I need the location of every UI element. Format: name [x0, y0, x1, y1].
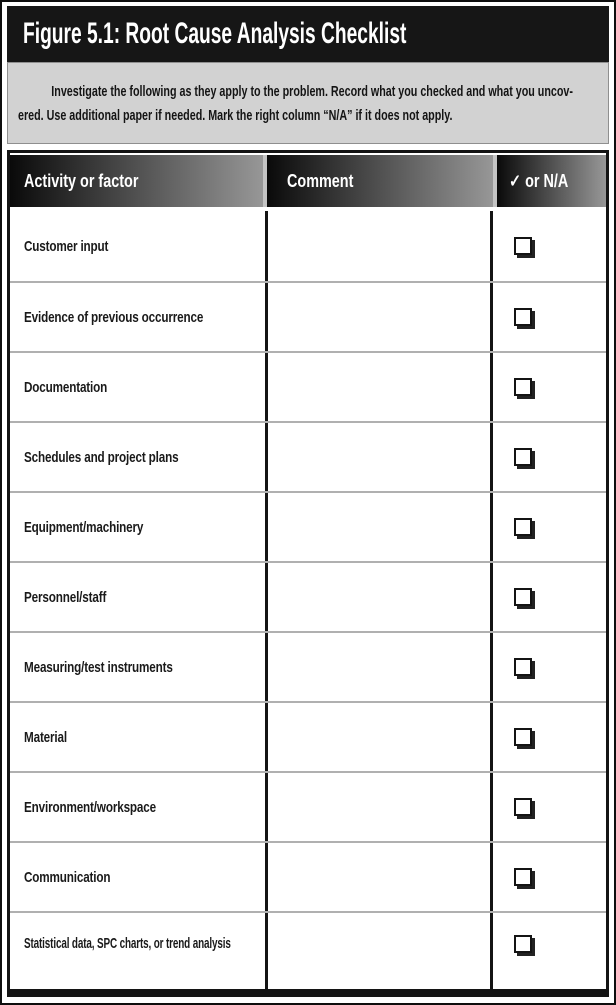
table-row: Material — [10, 701, 606, 771]
checkbox-unchecked-icon[interactable] — [514, 588, 532, 606]
comment-cell — [265, 283, 493, 351]
header-activity-label: Activity or factor — [24, 170, 139, 191]
comment-cell — [265, 563, 493, 631]
comment-cell — [265, 703, 493, 771]
activity-label: Measuring/test instruments — [24, 658, 173, 676]
activity-cell: Customer input — [10, 211, 265, 281]
activity-cell: Measuring/test instruments — [10, 633, 265, 701]
table-row: Documentation — [10, 351, 606, 421]
activity-cell: Personnel/staff — [10, 563, 265, 631]
checkbox-unchecked-icon[interactable] — [514, 237, 532, 255]
checkbox-unchecked-icon[interactable] — [514, 518, 532, 536]
activity-cell: Evidence of previous occurrence — [10, 283, 265, 351]
activity-label: Equipment/machinery — [24, 518, 144, 536]
activity-label: Schedules and project plans — [24, 448, 179, 466]
check-cell — [493, 211, 606, 281]
activity-label: Communication — [24, 868, 111, 886]
checkbox-unchecked-icon[interactable] — [514, 448, 532, 466]
check-cell — [493, 703, 606, 771]
comment-cell — [265, 423, 493, 491]
checkbox-unchecked-icon[interactable] — [514, 658, 532, 676]
check-cell — [493, 913, 606, 989]
activity-label: Customer input — [24, 237, 109, 255]
header-check-or-na: ✓ or N/A — [497, 155, 606, 207]
header-activity-or-factor: Activity or factor — [10, 155, 263, 207]
checklist-table: Activity or factor Comment ✓ or N/A Cust… — [7, 150, 609, 997]
activity-cell: Material — [10, 703, 265, 771]
check-cell — [493, 843, 606, 911]
figure-title-bar: Figure 5.1: Root Cause Analysis Checklis… — [7, 6, 609, 62]
check-cell — [493, 283, 606, 351]
table-row: Environment/workspace — [10, 771, 606, 841]
instruction-box: Investigate the following as they apply … — [7, 62, 609, 144]
activity-label: Statistical data, SPC charts, or trend a… — [24, 935, 231, 952]
figure-title: Figure 5.1: Root Cause Analysis Checklis… — [23, 17, 407, 50]
comment-cell — [265, 493, 493, 561]
checkbox-unchecked-icon[interactable] — [514, 935, 532, 953]
table-row: Measuring/test instruments — [10, 631, 606, 701]
table-row: Evidence of previous occurrence — [10, 281, 606, 351]
activity-cell: Equipment/machinery — [10, 493, 265, 561]
comment-cell — [265, 353, 493, 421]
comment-cell — [265, 843, 493, 911]
instruction-line-2: ered. Use additional paper if needed. Ma… — [18, 108, 453, 124]
activity-cell: Communication — [10, 843, 265, 911]
activity-label: Material — [24, 728, 67, 746]
header-check-label: ✓ or N/A — [509, 170, 569, 191]
comment-cell — [265, 773, 493, 841]
check-cell — [493, 773, 606, 841]
comment-cell — [265, 633, 493, 701]
header-comment-label: Comment — [287, 170, 354, 191]
checkbox-unchecked-icon[interactable] — [514, 798, 532, 816]
activity-cell: Documentation — [10, 353, 265, 421]
table-row: Personnel/staff — [10, 561, 606, 631]
check-cell — [493, 633, 606, 701]
table-body: Customer input Evidence of previous occu… — [10, 211, 606, 989]
check-cell — [493, 353, 606, 421]
activity-label: Personnel/staff — [24, 588, 107, 606]
checkbox-unchecked-icon[interactable] — [514, 378, 532, 396]
header-comment: Comment — [267, 155, 493, 207]
table-row: Equipment/machinery — [10, 491, 606, 561]
instruction-line-1: Investigate the following as they apply … — [51, 84, 573, 100]
table-row: Communication — [10, 841, 606, 911]
check-cell — [493, 563, 606, 631]
comment-cell — [265, 211, 493, 281]
comment-cell — [265, 913, 493, 989]
check-cell — [493, 423, 606, 491]
activity-label: Documentation — [24, 378, 108, 396]
activity-cell: Environment/workspace — [10, 773, 265, 841]
table-row: Customer input — [10, 211, 606, 281]
table-row: Statistical data, SPC charts, or trend a… — [10, 911, 606, 989]
activity-label: Environment/workspace — [24, 798, 156, 816]
check-cell — [493, 493, 606, 561]
table-header-row: Activity or factor Comment ✓ or N/A — [10, 155, 606, 207]
activity-label: Evidence of previous occurrence — [24, 308, 204, 326]
table-row: Schedules and project plans — [10, 421, 606, 491]
checkbox-unchecked-icon[interactable] — [514, 728, 532, 746]
checkbox-unchecked-icon[interactable] — [514, 868, 532, 886]
checkbox-unchecked-icon[interactable] — [514, 308, 532, 326]
activity-cell: Schedules and project plans — [10, 423, 265, 491]
activity-cell: Statistical data, SPC charts, or trend a… — [10, 913, 265, 989]
